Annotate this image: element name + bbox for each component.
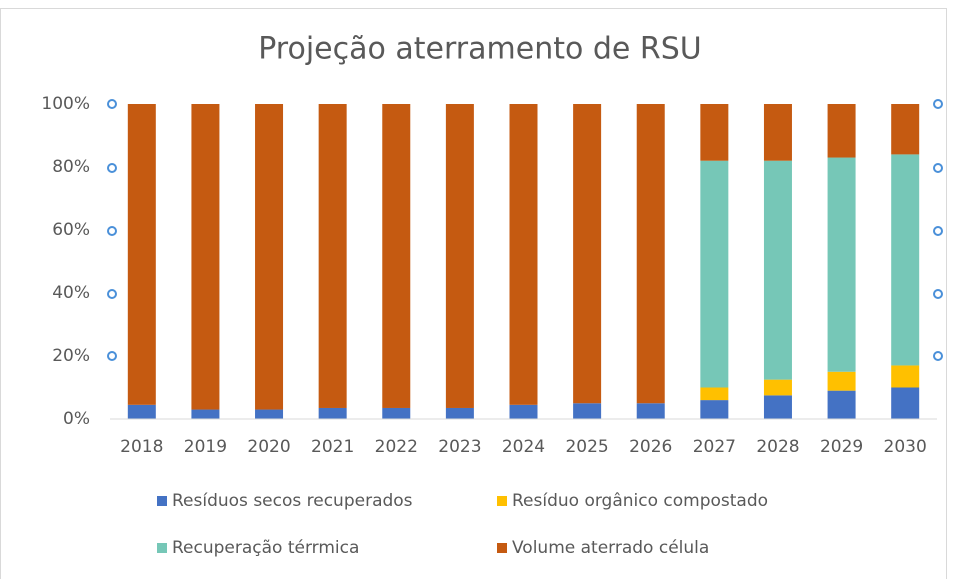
bar-segment xyxy=(891,104,920,155)
legend-swatch xyxy=(497,543,507,553)
legend-label: Resíduos secos recuperados xyxy=(172,491,413,511)
bar-segment xyxy=(318,407,347,419)
bar-segment xyxy=(827,157,856,372)
chart-title: Projeção aterramento de RSU xyxy=(258,32,702,67)
x-tick-label: 2028 xyxy=(756,437,799,457)
bar-segment xyxy=(891,365,920,388)
bar-segment xyxy=(127,104,156,405)
x-tick-label: 2023 xyxy=(438,437,481,457)
bar-segment xyxy=(445,407,474,419)
y-tick-label: 80% xyxy=(52,157,90,177)
legend-swatch xyxy=(157,543,167,553)
bar-segment xyxy=(191,104,220,410)
bar-segment xyxy=(827,104,856,158)
bar-segment xyxy=(445,104,474,408)
x-tick-label: 2029 xyxy=(820,437,863,457)
x-tick-label: 2021 xyxy=(311,437,354,457)
bar-segment xyxy=(700,104,729,161)
x-tick-label: 2027 xyxy=(693,437,736,457)
x-tick-label: 2022 xyxy=(375,437,418,457)
bar-segment xyxy=(573,104,602,404)
bar-segment xyxy=(891,387,920,419)
bar-segment xyxy=(318,104,347,408)
x-tick-label: 2019 xyxy=(184,437,227,457)
bar-segment xyxy=(382,104,411,408)
x-tick-label: 2026 xyxy=(629,437,672,457)
bar-segment xyxy=(127,404,156,419)
bar-segment xyxy=(382,407,411,419)
bar-segment xyxy=(191,409,220,419)
x-tick-label: 2020 xyxy=(247,437,290,457)
bar-segment xyxy=(827,371,856,391)
bar-segment xyxy=(763,104,792,161)
bar-segment xyxy=(509,104,538,405)
y-tick-label: 20% xyxy=(52,346,90,366)
bar-segment xyxy=(763,160,792,380)
legend-swatch xyxy=(157,496,167,506)
legend-label: Recuperação térrmica xyxy=(172,538,359,558)
bar-segment xyxy=(573,403,602,419)
bar-segment xyxy=(700,387,729,401)
legend-swatch xyxy=(497,496,507,506)
x-tick-label: 2025 xyxy=(565,437,608,457)
bar-segment xyxy=(255,104,284,410)
bar-segment xyxy=(509,404,538,419)
bar-segment xyxy=(255,409,284,419)
y-tick-label: 100% xyxy=(41,94,90,114)
bar-segment xyxy=(763,379,792,396)
y-tick-label: 40% xyxy=(52,283,90,303)
legend-label: Resíduo orgânico compostado xyxy=(512,491,768,511)
bar-segment xyxy=(700,400,729,419)
bar-segment xyxy=(891,154,920,366)
y-tick-label: 0% xyxy=(63,409,90,429)
bar-segment xyxy=(636,104,665,404)
x-tick-label: 2024 xyxy=(502,437,545,457)
legend-label: Volume aterrado célula xyxy=(512,538,709,558)
bar-segment xyxy=(763,395,792,419)
x-tick-label: 2018 xyxy=(120,437,163,457)
bar-segment xyxy=(636,403,665,419)
bar-segment xyxy=(700,160,729,388)
y-tick-label: 60% xyxy=(52,220,90,240)
selection-handles xyxy=(107,99,943,361)
x-tick-label: 2030 xyxy=(884,437,927,457)
bar-segment xyxy=(827,390,856,419)
